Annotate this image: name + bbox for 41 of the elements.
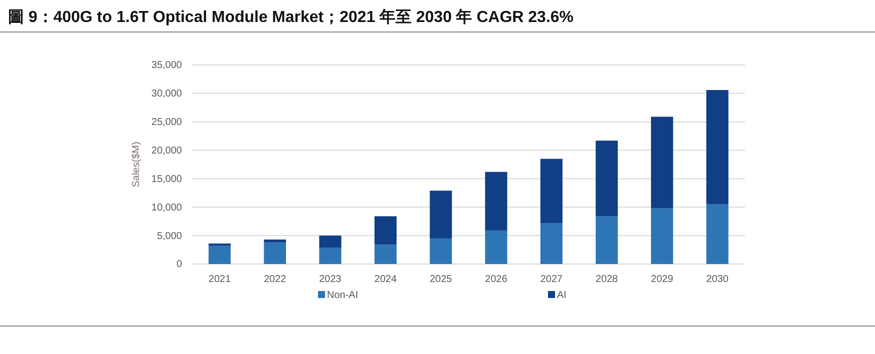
bar [706, 204, 728, 264]
bar [374, 244, 397, 264]
y-axis-title: Sales($M) [131, 142, 142, 188]
x-tick-label: 2029 [650, 274, 674, 286]
legend-label: Non-AI [327, 290, 358, 301]
x-tick-label: 2026 [485, 274, 508, 286]
bar [374, 216, 397, 245]
bar [540, 223, 563, 264]
bar [485, 230, 508, 264]
x-tick-label: 2025 [430, 274, 452, 286]
y-tick-label: 0 [176, 259, 182, 270]
y-tick-label: 15,000 [151, 174, 182, 185]
chart-title: 圖 9：400G to 1.6T Optical Module Market；2021 年至 2030 年 CAGR 23.6% [8, 8, 574, 26]
bar [208, 246, 231, 264]
x-tick-label: 2030 [706, 274, 729, 286]
bar [319, 248, 342, 264]
x-tick-label: 2023 [319, 274, 342, 286]
bar [596, 140, 618, 216]
y-tick-label: 20,000 [151, 145, 182, 156]
bar [264, 242, 286, 264]
y-tick-label: 30,000 [151, 88, 182, 100]
bar [430, 190, 452, 238]
y-tick-label: 5,000 [156, 230, 182, 242]
bar [319, 236, 342, 248]
x-tick-label: 2027 [540, 274, 564, 286]
y-tick-label: 35,000 [151, 60, 182, 72]
x-tick-label: 2028 [596, 274, 618, 286]
x-tick-label: 2021 [208, 274, 232, 286]
bar [485, 172, 508, 230]
bar [540, 158, 563, 224]
bar [650, 116, 674, 208]
legend-label: AI [557, 290, 566, 301]
x-tick-label: 2022 [264, 274, 287, 286]
bar [430, 238, 452, 264]
x-tick-label: 2024 [374, 274, 398, 286]
bar [706, 90, 728, 204]
bar [596, 216, 618, 264]
y-tick-label: 10,000 [151, 202, 182, 214]
bar [264, 240, 286, 242]
bar [650, 208, 674, 264]
y-tick-label: 25,000 [151, 117, 182, 128]
